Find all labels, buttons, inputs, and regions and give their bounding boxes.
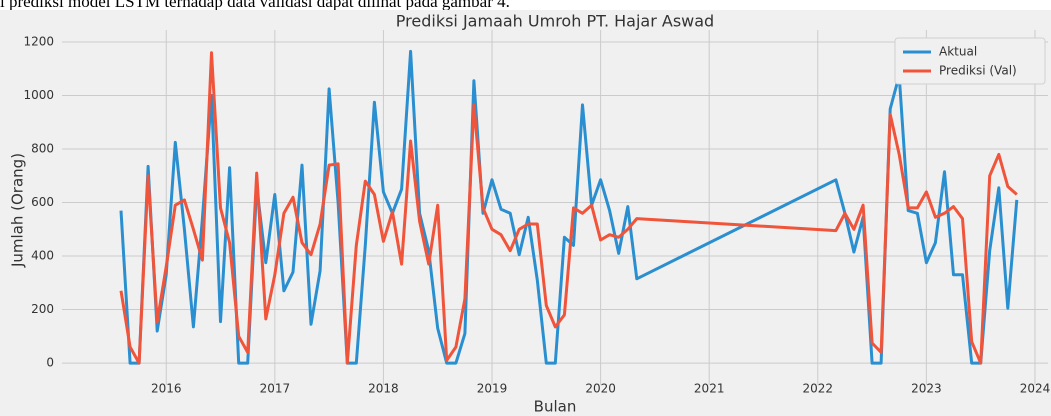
x-tick-label: 2021 (694, 382, 725, 396)
legend-label: Prediksi (Val) (939, 64, 1017, 78)
y-tick-label: 0 (46, 356, 54, 370)
x-tick-label: 2019 (477, 382, 508, 396)
x-tick-label: 2016 (151, 382, 182, 396)
x-tick-label: 2023 (911, 382, 942, 396)
y-tick-label: 200 (31, 302, 54, 316)
figure-background (0, 10, 1051, 416)
chart-title: Prediksi Jamaah Umroh PT. Hajar Aswad (396, 12, 714, 31)
y-tick-label: 1200 (23, 35, 54, 49)
x-tick-label: 2017 (260, 382, 291, 396)
y-tick-label: 600 (31, 195, 54, 209)
y-tick-label: 1000 (23, 88, 54, 102)
data-line (119, 51, 1018, 365)
x-tick-label: 2020 (585, 382, 616, 396)
y-tick-label: 800 (31, 142, 54, 156)
y-tick-label: 400 (31, 249, 54, 263)
context-text: i prediksi model LSTM terhadap data vali… (0, 0, 510, 11)
legend-box (894, 37, 1046, 85)
x-tick-label: 2018 (368, 382, 399, 396)
y-axis-label: Jumlah (Orang) (9, 153, 27, 268)
x-tick-label: 2022 (803, 382, 834, 396)
x-axis-label: Bulan (534, 398, 577, 416)
x-tick-label: 2024 (1020, 382, 1051, 396)
legend-label: Aktual (939, 45, 977, 59)
